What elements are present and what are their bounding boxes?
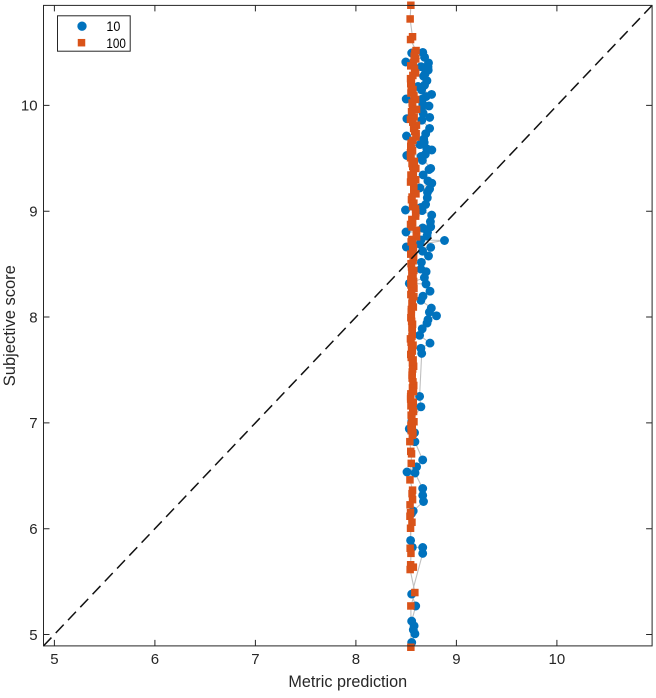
svg-text:10: 10 bbox=[549, 651, 566, 668]
svg-text:7: 7 bbox=[251, 651, 259, 668]
svg-text:Metric prediction: Metric prediction bbox=[288, 673, 407, 691]
svg-text:9: 9 bbox=[29, 204, 37, 221]
svg-text:10: 10 bbox=[21, 98, 38, 115]
svg-text:6: 6 bbox=[29, 521, 37, 538]
svg-text:8: 8 bbox=[29, 309, 37, 326]
svg-text:10: 10 bbox=[106, 19, 120, 34]
svg-text:9: 9 bbox=[452, 651, 460, 668]
svg-text:7: 7 bbox=[29, 415, 37, 432]
svg-text:8: 8 bbox=[352, 651, 360, 668]
svg-text:Subjective score: Subjective score bbox=[1, 265, 19, 386]
svg-text:100: 100 bbox=[106, 36, 126, 51]
svg-text:6: 6 bbox=[151, 651, 159, 668]
svg-text:5: 5 bbox=[50, 651, 58, 668]
svg-text:5: 5 bbox=[29, 627, 37, 644]
